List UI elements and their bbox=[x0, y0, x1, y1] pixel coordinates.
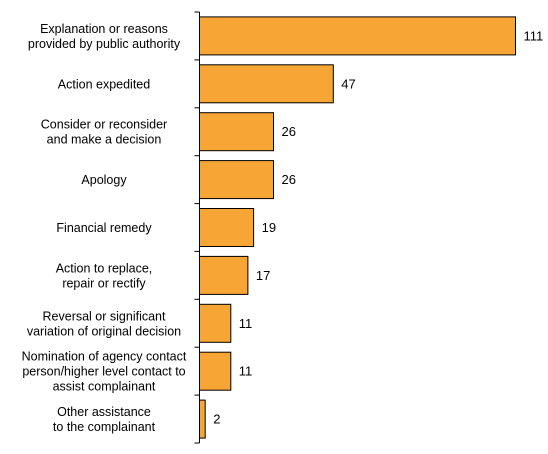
category-label-line: Action expedited bbox=[58, 77, 150, 91]
category-label: Action expedited bbox=[58, 77, 150, 91]
bar bbox=[199, 351, 232, 391]
data-label: 47 bbox=[341, 76, 355, 91]
bar bbox=[199, 160, 274, 200]
category-label: Consider or reconsider and make a decisio… bbox=[41, 118, 167, 147]
bar bbox=[199, 112, 274, 152]
data-label: 26 bbox=[282, 172, 296, 187]
category-label-line: Other assistance bbox=[57, 405, 151, 419]
category-label-line: provided by public authority bbox=[28, 37, 181, 51]
data-label: 26 bbox=[282, 124, 296, 139]
category-label-line: Apology bbox=[81, 173, 127, 187]
category-label: Apology bbox=[81, 173, 127, 187]
category-label: Other assistance to the complainant bbox=[53, 405, 156, 434]
category-label-line: Nomination of agency contact bbox=[22, 350, 187, 364]
category-label-line: Reversal or significant bbox=[43, 309, 166, 323]
category-label: Financial remedy bbox=[56, 221, 152, 235]
category-label: Explanation or reasons provided by public… bbox=[28, 22, 181, 51]
bar bbox=[199, 64, 334, 104]
data-label: 17 bbox=[256, 268, 270, 283]
bar bbox=[199, 208, 255, 247]
category-label: Reversal or significant variation of orig… bbox=[27, 309, 181, 338]
bar bbox=[199, 255, 249, 295]
data-label: 2 bbox=[213, 412, 220, 427]
data-label: 11 bbox=[239, 364, 253, 379]
category-label-line: to the complainant bbox=[53, 420, 156, 434]
category-label-line: assist complainant bbox=[53, 380, 156, 394]
category-label-line: repair or rectify bbox=[62, 276, 146, 290]
category-label-line: Action to replace, bbox=[56, 261, 153, 275]
category-label-line: and make a decision bbox=[47, 133, 162, 147]
data-label: 111 bbox=[524, 28, 544, 43]
category-label-line: Consider or reconsider bbox=[41, 118, 167, 132]
category-label: Action to replace, repair or rectify bbox=[56, 261, 153, 290]
data-label: 19 bbox=[262, 220, 276, 235]
category-label-line: person/higher level contact to bbox=[22, 365, 185, 379]
bar bbox=[199, 16, 516, 56]
bar bbox=[199, 303, 232, 343]
category-label: Nomination of agency contact person/highe… bbox=[22, 350, 187, 394]
bar bbox=[199, 399, 206, 439]
category-label-line: variation of original decision bbox=[27, 324, 181, 338]
data-label: 11 bbox=[239, 316, 253, 331]
category-label-line: Financial remedy bbox=[56, 221, 152, 235]
category-label-line: Explanation or reasons bbox=[40, 22, 168, 36]
